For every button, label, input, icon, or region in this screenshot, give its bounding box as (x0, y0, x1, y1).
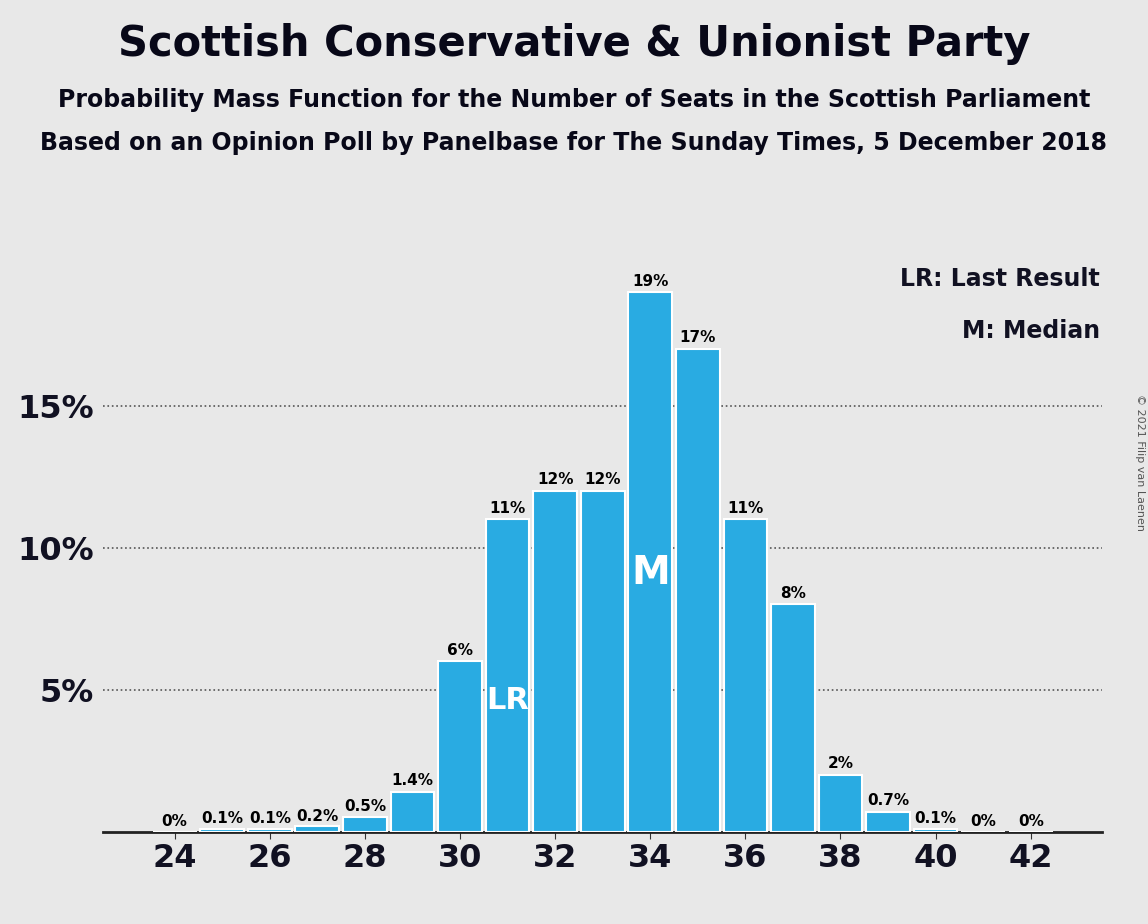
Bar (439, 662, 482, 832)
Bar (343, 818, 387, 832)
Text: 0%: 0% (970, 814, 996, 830)
Text: 0.2%: 0.2% (296, 808, 339, 823)
Bar (914, 829, 957, 832)
Text: 0%: 0% (162, 814, 187, 830)
Text: 0.7%: 0.7% (867, 794, 909, 808)
Text: 0.1%: 0.1% (915, 811, 956, 826)
Text: Scottish Conservative & Unionist Party: Scottish Conservative & Unionist Party (118, 23, 1030, 65)
Text: 8%: 8% (779, 586, 806, 601)
Bar (248, 829, 292, 832)
Text: 17%: 17% (680, 331, 716, 346)
Text: M: M (631, 553, 669, 591)
Bar (723, 519, 767, 832)
Bar (390, 792, 434, 832)
Text: 11%: 11% (727, 501, 763, 516)
Bar (581, 491, 625, 832)
Text: 1.4%: 1.4% (391, 773, 434, 788)
Bar (201, 829, 245, 832)
Text: Probability Mass Function for the Number of Seats in the Scottish Parliament: Probability Mass Function for the Number… (57, 88, 1091, 112)
Text: LR: Last Result: LR: Last Result (900, 267, 1100, 291)
Text: M: Median: M: Median (962, 320, 1100, 344)
Text: 19%: 19% (633, 274, 668, 288)
Bar (486, 519, 529, 832)
Text: 0.1%: 0.1% (201, 811, 243, 826)
Text: 0.5%: 0.5% (344, 799, 386, 814)
Bar (628, 292, 672, 832)
Bar (295, 826, 339, 832)
Text: 0.1%: 0.1% (249, 811, 290, 826)
Text: 2%: 2% (828, 757, 853, 772)
Text: 12%: 12% (537, 472, 573, 488)
Bar (771, 604, 815, 832)
Text: 11%: 11% (489, 501, 526, 516)
Bar (819, 775, 862, 832)
Text: LR: LR (486, 686, 529, 715)
Text: 12%: 12% (584, 472, 621, 488)
Text: 0%: 0% (1018, 814, 1044, 830)
Bar (676, 349, 720, 832)
Text: 6%: 6% (447, 643, 473, 658)
Text: Based on an Opinion Poll by Panelbase for The Sunday Times, 5 December 2018: Based on an Opinion Poll by Panelbase fo… (40, 131, 1108, 155)
Text: © 2021 Filip van Laenen: © 2021 Filip van Laenen (1135, 394, 1145, 530)
Bar (534, 491, 577, 832)
Bar (867, 811, 910, 832)
